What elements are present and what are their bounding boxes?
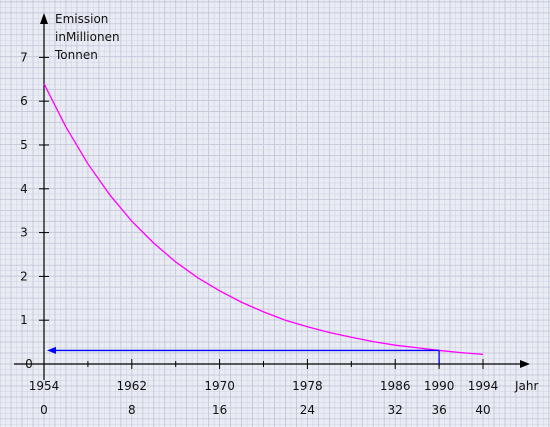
y-axis-label-line: Tonnen [54, 48, 98, 62]
y-tick-label: 6 [20, 94, 28, 108]
x-tick-offset-label: 0 [40, 403, 48, 417]
y-tick-label: 4 [20, 182, 28, 196]
x-tick-offset-label: 8 [128, 403, 136, 417]
y-tick-label: 2 [20, 269, 28, 283]
y-axis-label-line: Emission [55, 12, 108, 26]
x-tick-offset-label: 16 [212, 403, 227, 417]
y-tick-label: 1 [20, 313, 28, 327]
ticks: 1 2 3 4 5 6 7 0 1954 0 1962 8 1970 16 1978 24 1986 32 1990… [20, 50, 498, 417]
y-axis-arrow [40, 13, 48, 24]
x-tick-year-label: 1978 [292, 379, 323, 393]
marker-arrowhead [47, 346, 56, 354]
x-tick-offset-label: 24 [300, 403, 315, 417]
y-tick-label: 3 [20, 226, 28, 240]
x-tick-year-label: 1986 [380, 379, 411, 393]
series [43, 83, 484, 364]
x-axis-label: Jahr [514, 379, 538, 393]
x-tick-year-label: 1970 [204, 379, 235, 393]
x-tick-year-label: 1994 [468, 379, 499, 393]
y-tick-label: 7 [20, 50, 28, 64]
x-axis-arrow [520, 360, 530, 368]
emission-curve [43, 83, 484, 356]
x-tick-year-label: 1962 [117, 379, 148, 393]
y-origin-label: 0 [25, 357, 33, 371]
x-tick-offset-label: 36 [431, 403, 446, 417]
y-axis-label-line: inMillionen [55, 30, 120, 44]
x-tick-offset-label: 32 [388, 403, 403, 417]
labels: Emission inMillionen Tonnen Jahr [54, 12, 538, 393]
y-tick-label: 5 [20, 138, 28, 152]
x-tick-year-label: 1990 [424, 379, 455, 393]
x-tick-year-label: 1954 [29, 379, 60, 393]
x-tick-offset-label: 40 [475, 403, 490, 417]
